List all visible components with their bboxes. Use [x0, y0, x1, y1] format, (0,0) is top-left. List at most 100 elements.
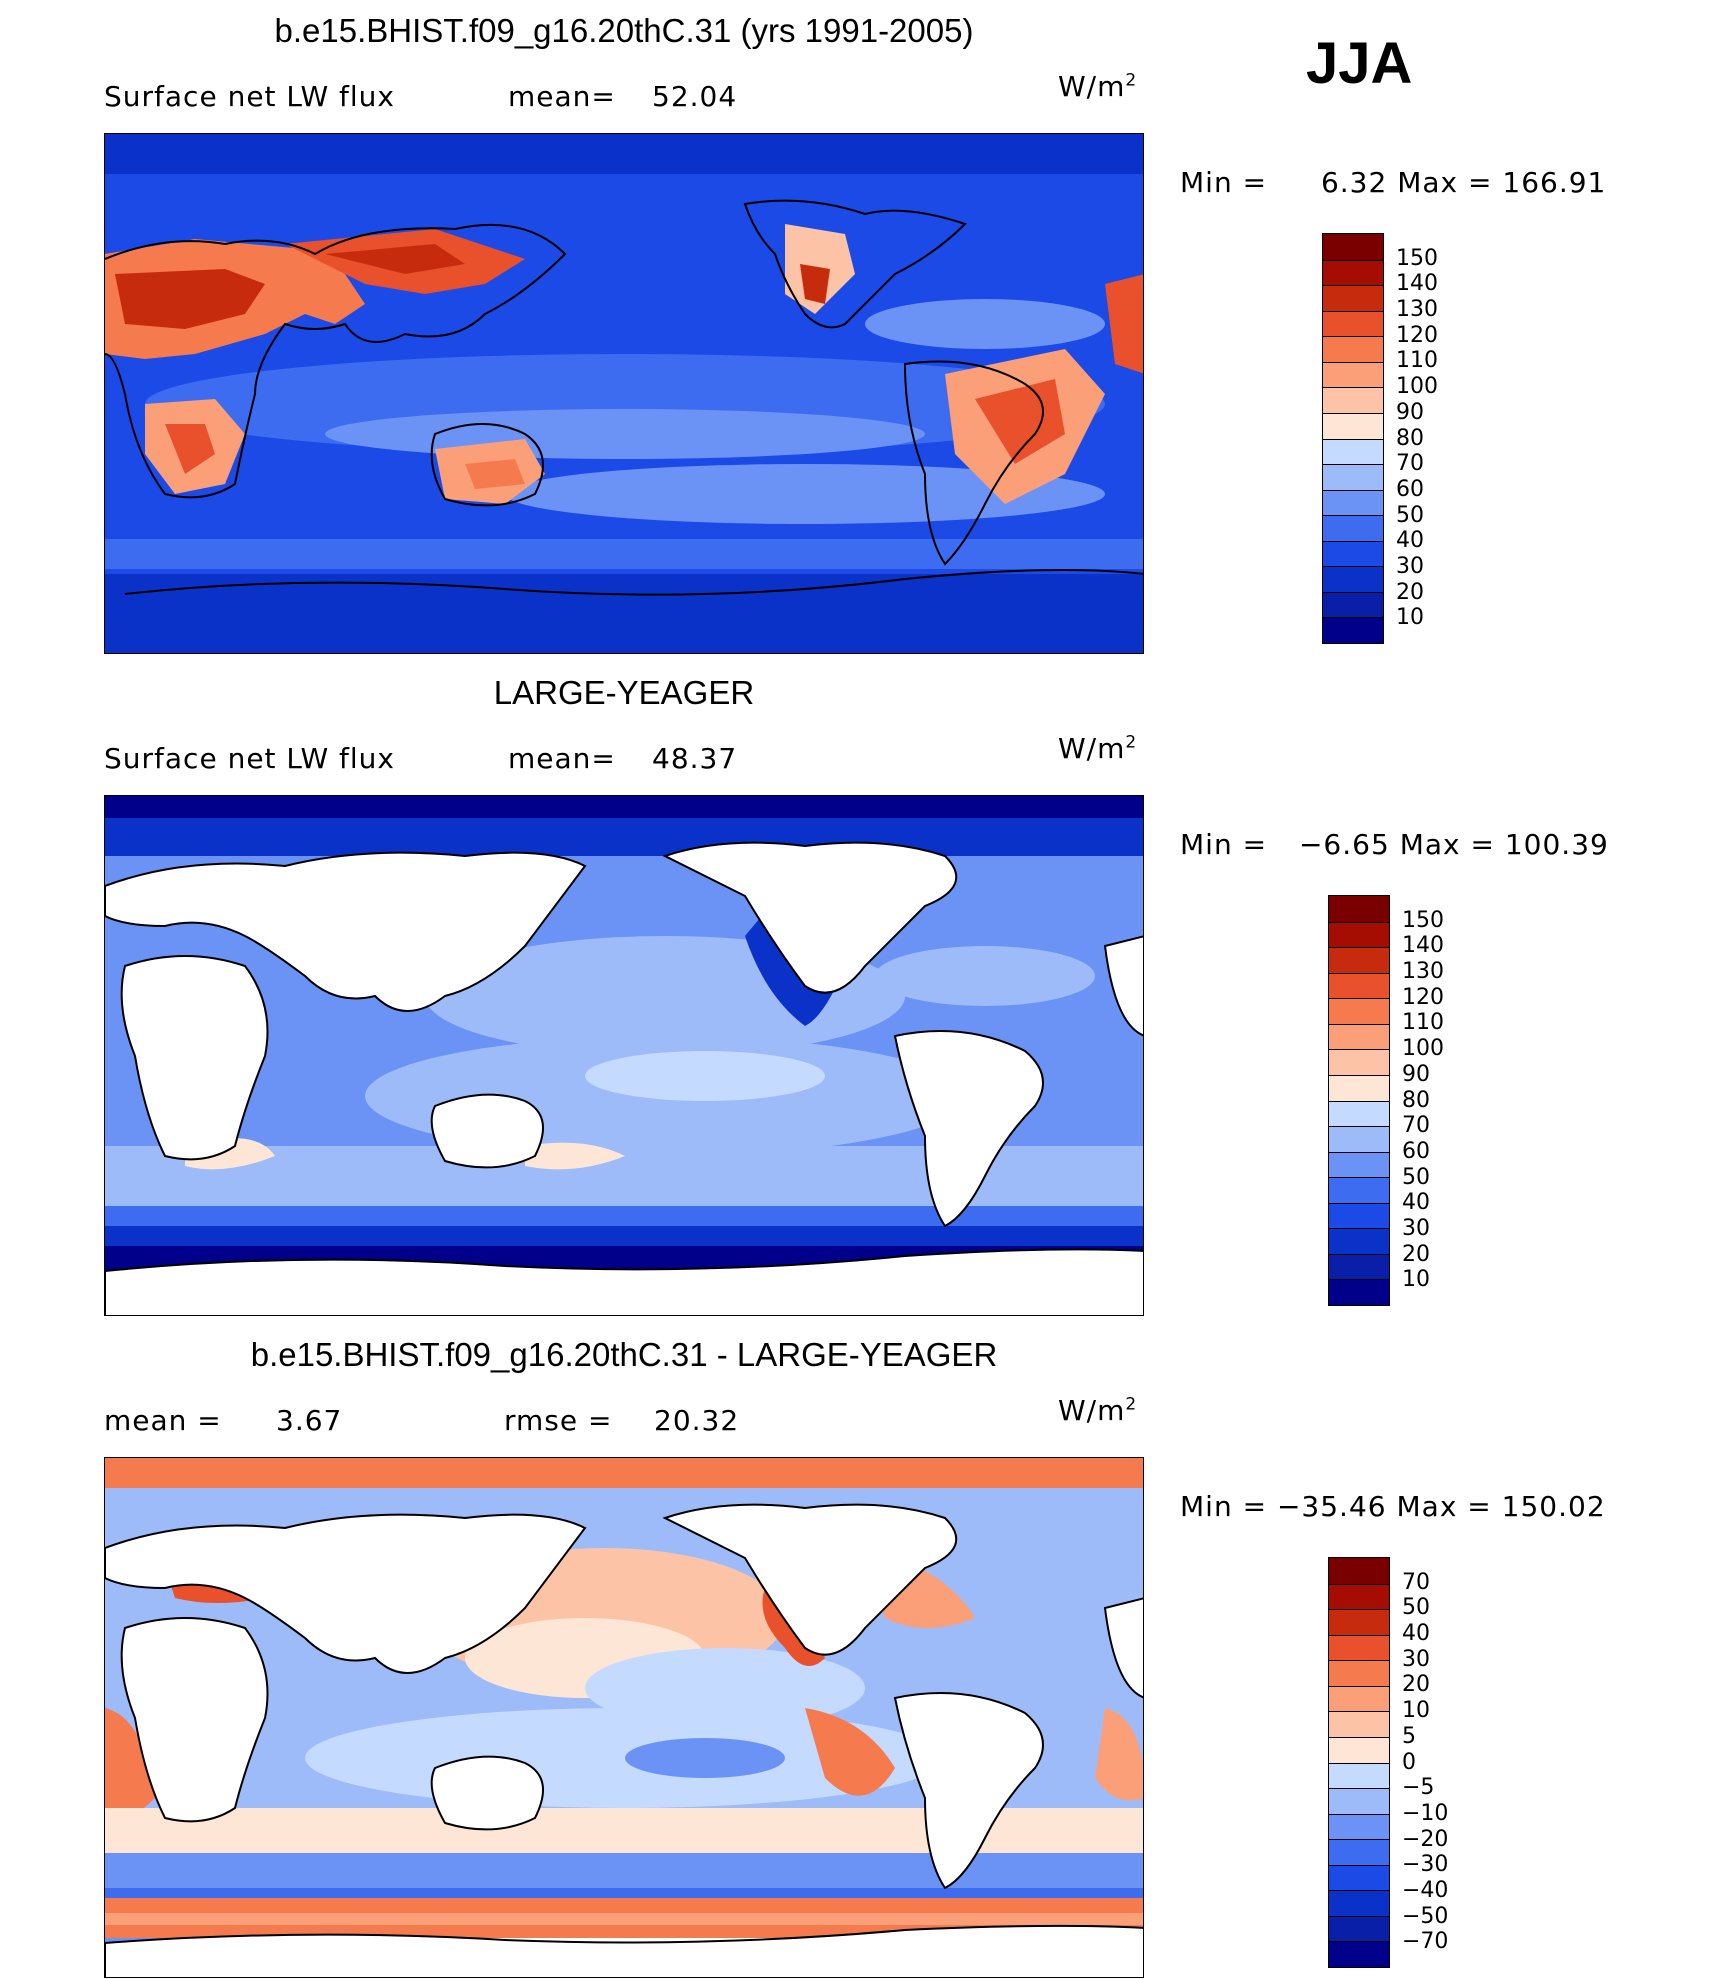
panel-3-field [105, 1458, 1143, 1977]
colorbar-label: 120 [1402, 984, 1444, 1010]
colorbar-label: 30 [1402, 1646, 1430, 1672]
panel-1-mean-label: mean= [508, 80, 616, 113]
colorbar-swatch [1323, 591, 1383, 618]
colorbar-label: −10 [1402, 1800, 1449, 1826]
colorbar-label: −50 [1402, 1903, 1449, 1929]
panel-1-max-value: 166.91 [1502, 166, 1607, 199]
colorbar-swatch [1329, 1839, 1389, 1865]
colorbar-swatch [1329, 998, 1389, 1024]
colorbar-label: 120 [1396, 322, 1438, 348]
panel-3-units: W/m2 [1058, 1394, 1138, 1427]
colorbar-swatch [1323, 310, 1383, 337]
colorbar-swatch [1329, 921, 1389, 948]
colorbar-label: 50 [1402, 1164, 1430, 1190]
colorbar-swatch [1323, 234, 1383, 260]
colorbar-label: 150 [1396, 245, 1438, 271]
panel-1-minmax: Min = 6.32 Max = 166.91 [1180, 166, 1606, 199]
panel-2-min-label: Min [1180, 828, 1233, 861]
colorbar-swatch [1329, 1941, 1389, 1967]
colorbar-label: 90 [1402, 1061, 1430, 1087]
panel-1-map [104, 133, 1144, 654]
panel-2-colorbar [1328, 895, 1390, 1306]
colorbar-swatch [1329, 1100, 1389, 1127]
colorbar-label: 80 [1402, 1087, 1430, 1113]
panel-3-min-label: Min [1180, 1490, 1233, 1523]
colorbar-label: 10 [1402, 1267, 1430, 1293]
colorbar-label: 40 [1402, 1190, 1430, 1216]
colorbar-swatch [1329, 1202, 1389, 1229]
panel-3-colorbar [1328, 1557, 1390, 1968]
panel-3-rmse-label: rmse = [504, 1404, 613, 1437]
colorbar-swatch [1329, 1813, 1389, 1840]
panel-3-rmse-value: 20.32 [654, 1404, 740, 1437]
panel-1-variable-label: Surface net LW flux [104, 80, 395, 113]
colorbar-swatch [1329, 1788, 1389, 1814]
panel-3-map [104, 1457, 1144, 1978]
colorbar-swatch [1329, 1864, 1389, 1891]
colorbar-label: 20 [1396, 579, 1424, 605]
colorbar-swatch [1329, 1558, 1389, 1584]
panel-3-min-value: −35.46 [1276, 1490, 1387, 1523]
panel-2-title: LARGE-YEAGER [493, 674, 755, 711]
panel-2-variable-label: Surface net LW flux [104, 742, 395, 775]
colorbar-label: −70 [1402, 1929, 1449, 1955]
colorbar-label: 110 [1402, 1010, 1444, 1036]
colorbar-swatch [1323, 515, 1383, 541]
colorbar-label: 100 [1396, 374, 1438, 400]
colorbar-label: 0 [1402, 1749, 1416, 1775]
colorbar-swatch [1323, 412, 1383, 439]
colorbar-swatch [1323, 387, 1383, 413]
panel-3-mean-value: 3.67 [276, 1404, 343, 1437]
colorbar-swatch [1323, 566, 1383, 592]
colorbar-label: 50 [1396, 502, 1424, 528]
colorbar-swatch [1323, 617, 1383, 643]
colorbar-swatch [1329, 1685, 1389, 1712]
colorbar-swatch [1323, 259, 1383, 286]
colorbar-swatch [1329, 1126, 1389, 1152]
colorbar-swatch [1329, 1609, 1389, 1635]
colorbar-swatch [1323, 489, 1383, 516]
colorbar-swatch [1323, 285, 1383, 311]
panel-2-mean-value: 48.37 [652, 742, 738, 775]
colorbar-label: 140 [1402, 933, 1444, 959]
panel-1-min-label: Min [1180, 166, 1233, 199]
colorbar-swatch [1323, 361, 1383, 388]
colorbar-swatch [1329, 1634, 1389, 1661]
colorbar-label: 90 [1396, 399, 1424, 425]
colorbar-swatch [1329, 972, 1389, 999]
colorbar-label: 40 [1396, 528, 1424, 554]
colorbar-swatch [1323, 464, 1383, 490]
colorbar-label: 130 [1402, 959, 1444, 985]
colorbar-swatch [1329, 1074, 1389, 1101]
season-label: JJA [1306, 31, 1413, 96]
panel-2-mean-label: mean= [508, 742, 616, 775]
panel-3-mean-label: mean = [104, 1404, 222, 1437]
panel-1-units: W/m2 [1058, 70, 1138, 103]
panel-3-max-value: 150.02 [1501, 1490, 1606, 1523]
colorbar-label: 70 [1402, 1113, 1430, 1139]
colorbar-label: 70 [1402, 1569, 1430, 1595]
colorbar-label: 50 [1402, 1595, 1430, 1621]
colorbar-swatch [1329, 1228, 1389, 1254]
colorbar-label: 70 [1396, 451, 1424, 477]
panel-3-min-eq: = [1242, 1490, 1268, 1523]
panel-2-min-value: −6.65 [1298, 828, 1390, 861]
panel-1-max-eq: = [1468, 166, 1493, 199]
colorbar-swatch [1329, 1711, 1389, 1737]
colorbar-label: 100 [1402, 1036, 1444, 1062]
colorbar-label: 60 [1402, 1138, 1430, 1164]
panel-2-max-eq: = [1470, 828, 1495, 861]
panel-2-field [105, 796, 1143, 1315]
colorbar-label: −20 [1402, 1826, 1449, 1852]
colorbar-label: 5 [1402, 1723, 1416, 1749]
colorbar-swatch [1323, 336, 1383, 362]
panel-1-max-label: Max [1397, 166, 1459, 199]
colorbar-swatch [1329, 1890, 1389, 1916]
panel-2-units: W/m2 [1058, 732, 1138, 765]
colorbar-label: 130 [1396, 297, 1438, 323]
panel-2-max-value: 100.39 [1504, 828, 1609, 861]
colorbar-swatch [1329, 1023, 1389, 1050]
panel-2-min-eq: = [1242, 828, 1268, 861]
colorbar-label: 40 [1402, 1621, 1430, 1647]
panel-2-max-label: Max [1399, 828, 1461, 861]
